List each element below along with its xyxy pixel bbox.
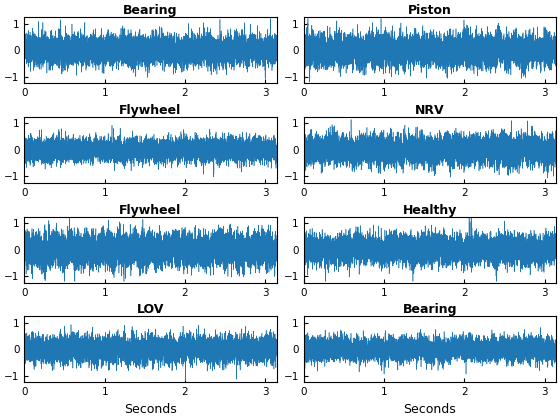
X-axis label: Seconds: Seconds bbox=[403, 403, 456, 416]
Title: Bearing: Bearing bbox=[403, 303, 457, 316]
Title: Bearing: Bearing bbox=[123, 4, 178, 17]
X-axis label: Seconds: Seconds bbox=[124, 403, 177, 416]
Title: LOV: LOV bbox=[137, 303, 164, 316]
Title: Flywheel: Flywheel bbox=[119, 204, 181, 216]
Title: NRV: NRV bbox=[415, 104, 445, 117]
Title: Piston: Piston bbox=[408, 4, 452, 17]
Title: Flywheel: Flywheel bbox=[119, 104, 181, 117]
Title: Healthy: Healthy bbox=[403, 204, 457, 216]
